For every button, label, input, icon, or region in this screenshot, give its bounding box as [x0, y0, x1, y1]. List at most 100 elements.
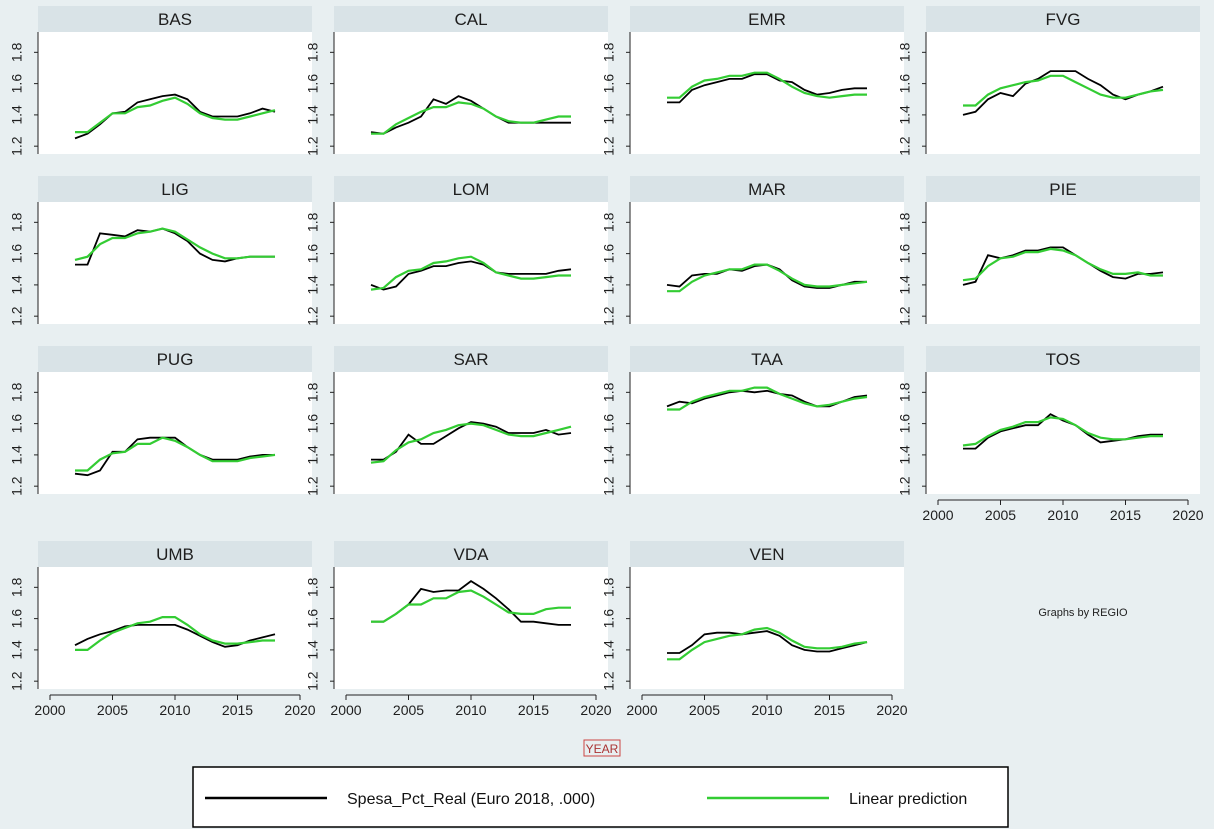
series-line-predicted: [75, 436, 276, 472]
y-tick-label: 1.8: [9, 212, 25, 232]
series-line-predicted: [75, 615, 275, 652]
y-tick-label: 1.6: [601, 609, 617, 629]
y-tick-label: 1.8: [601, 42, 617, 62]
panel-title: UMB: [156, 545, 194, 564]
y-tick-label: 1.2: [9, 306, 25, 326]
y-tick-label: 1.8: [897, 42, 913, 62]
x-tick-label: 2020: [1172, 507, 1203, 523]
legend: Spesa_Pct_Real (Euro 2018, .000) Linear …: [192, 766, 1009, 828]
y-tick-label: 1.2: [305, 136, 321, 156]
plot-area: [926, 32, 1200, 154]
panel-strip: [334, 6, 608, 32]
y-tick-label: 1.2: [897, 306, 913, 326]
y-tick-label: 1.4: [9, 640, 25, 660]
panel-pie: PIE 1.2 1.4 1.6 1.8: [897, 176, 1200, 326]
graphs-by-note: Graphs by REGIO: [1038, 607, 1128, 619]
x-axis-title-box: [583, 739, 621, 757]
series-line-actual: [962, 246, 1164, 286]
panel-tos: TOS 1.2 1.4 1.6 1.8: [897, 346, 1200, 496]
plot-area: [926, 202, 1200, 324]
panel-sar: SAR 1.2 1.4 1.6 1.8: [305, 346, 608, 496]
x-tick-label: 2015: [814, 702, 845, 718]
legend-box: [192, 766, 1009, 828]
plot-area: [38, 372, 312, 494]
panel-title: EMR: [748, 10, 786, 29]
panel-title: TAA: [751, 350, 783, 369]
x-axis-title: YEAR: [586, 742, 619, 756]
y-tick-label: 1.6: [305, 414, 321, 434]
x-tick-label: 2000: [34, 702, 65, 718]
panel-strip: [926, 6, 1200, 32]
x-tick-label: 2000: [330, 702, 361, 718]
series-line-predicted: [667, 386, 868, 411]
x-tick-label: 2015: [1110, 507, 1141, 523]
series-line-predicted: [667, 626, 868, 661]
y-tick-label: 1.4: [897, 445, 913, 465]
y-tick-label: 1.8: [9, 42, 25, 62]
x-tick-label: 2005: [393, 702, 424, 718]
panel-title: LIG: [161, 180, 188, 199]
panel-emr: EMR 1.2 1.4 1.6 1.8: [601, 6, 904, 156]
series-line-actual: [371, 421, 572, 461]
series-line-predicted: [74, 227, 275, 261]
panel-strip: [334, 346, 608, 372]
panel-strip: [926, 176, 1200, 202]
series-line-predicted: [667, 263, 868, 293]
x-tick-label: 2000: [922, 507, 953, 523]
series-line-predicted: [962, 416, 1163, 447]
series-line-predicted: [370, 255, 571, 291]
y-tick-label: 1.4: [897, 275, 913, 295]
y-tick-label: 1.8: [897, 382, 913, 402]
y-tick-label: 1.6: [305, 244, 321, 264]
series-line-actual: [370, 260, 572, 291]
y-tick-label: 1.8: [9, 382, 25, 402]
y-tick-label: 1.4: [305, 640, 321, 660]
series-line-predicted: [963, 74, 1164, 107]
series-line-predicted: [75, 96, 276, 134]
y-tick-label: 1.6: [9, 609, 25, 629]
y-tick-label: 1.8: [601, 382, 617, 402]
x-tick-label: 2005: [97, 702, 128, 718]
y-tick-label: 1.4: [305, 445, 321, 465]
y-tick-label: 1.4: [601, 275, 617, 295]
series-line-actual: [667, 630, 868, 654]
plot-area: [334, 202, 608, 324]
panel-umb: UMB 1.2 1.4 1.6 1.8: [9, 541, 312, 691]
y-tick-label: 1.4: [305, 105, 321, 125]
y-tick-label: 1.4: [305, 275, 321, 295]
y-tick-label: 1.6: [9, 414, 25, 434]
y-tick-label: 1.2: [305, 476, 321, 496]
plot-area: [334, 372, 608, 494]
x-axis-col-4: 2000 2005 2010 2015 2020: [922, 499, 1204, 523]
panel-title: CAL: [454, 10, 487, 29]
y-tick-label: 1.2: [601, 306, 617, 326]
y-tick-label: 1.6: [601, 244, 617, 264]
plot-area: [38, 567, 312, 689]
y-tick-label: 1.8: [305, 382, 321, 402]
y-tick-label: 1.2: [897, 476, 913, 496]
x-tick-label: 2010: [751, 702, 782, 718]
axes-layer: 2000 2005 2010 2015 2020 2000 2005 2010 2015 2020…: [34, 499, 1204, 718]
panel-title: MAR: [748, 180, 786, 199]
y-tick-label: 1.6: [897, 414, 913, 434]
y-tick-label: 1.2: [9, 476, 25, 496]
y-tick-label: 1.4: [897, 105, 913, 125]
y-tick-label: 1.8: [9, 577, 25, 597]
x-tick-label: 2020: [580, 702, 611, 718]
series-line-predicted: [370, 422, 572, 464]
y-tick-label: 1.6: [897, 74, 913, 94]
panel-strip: [630, 176, 904, 202]
panel-title: VEN: [750, 545, 785, 564]
plot-area: [926, 372, 1200, 494]
x-tick-label: 2015: [518, 702, 549, 718]
panel-strip: [630, 6, 904, 32]
panel-strip: [334, 541, 608, 567]
plot-area: [630, 202, 904, 324]
y-tick-label: 1.8: [305, 577, 321, 597]
panel-title: VDA: [454, 545, 490, 564]
y-tick-label: 1.8: [601, 577, 617, 597]
y-tick-label: 1.6: [305, 609, 321, 629]
y-tick-label: 1.8: [897, 212, 913, 232]
series-line-actual: [74, 436, 275, 477]
x-tick-label: 2005: [689, 702, 720, 718]
